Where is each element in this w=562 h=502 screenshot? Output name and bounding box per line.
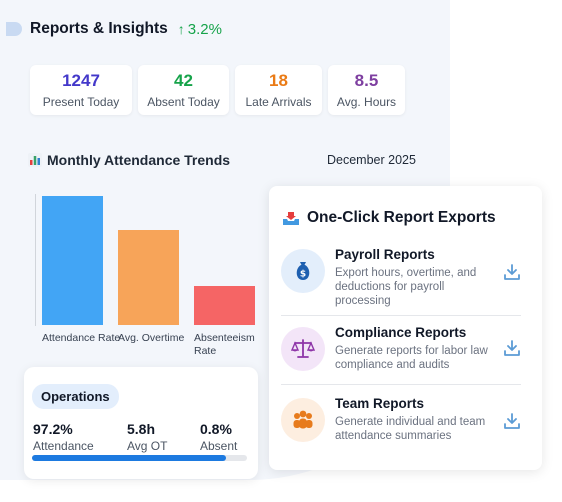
ops-label: Avg OT <box>127 439 168 453</box>
stat-label: Avg. Hours <box>336 95 397 109</box>
stat-card-late[interactable]: 18 Late Arrivals <box>235 65 322 115</box>
page-header: Reports & Insights ↑ 3.2% <box>6 20 222 38</box>
svg-text:$: $ <box>300 270 306 280</box>
exports-heading: One-Click Report Exports <box>283 209 496 227</box>
ops-metric-absent: 0.8% Absent <box>200 421 237 453</box>
trend-up-arrow-icon: ↑ <box>177 21 185 37</box>
inbox-tray-icon <box>283 212 299 225</box>
operations-progress-track <box>32 455 247 461</box>
chart-bar <box>118 229 179 325</box>
stat-label: Present Today <box>42 95 120 109</box>
stat-card-avg-hours[interactable]: 8.5 Avg. Hours <box>328 65 405 115</box>
ops-value: 5.8h <box>127 421 156 437</box>
stat-value: 18 <box>269 71 288 90</box>
trends-title: Monthly Attendance Trends <box>47 152 231 168</box>
chart-category-label: Attendance Rate <box>42 332 121 344</box>
stat-label: Absent Today <box>147 95 220 109</box>
divider <box>281 315 521 316</box>
ops-metric-attendance: 97.2% Attendance <box>33 421 94 453</box>
ops-label: Absent <box>200 439 238 453</box>
stat-value: 1247 <box>62 71 100 90</box>
report-exports-card: One-Click Report Exports $ Payroll Repor… <box>269 186 542 470</box>
stat-value: 42 <box>174 71 193 90</box>
download-icon[interactable] <box>501 261 523 283</box>
money-bag-icon: $ <box>281 249 325 293</box>
trends-heading: Monthly Attendance Trends <box>28 152 230 168</box>
divider <box>281 384 521 385</box>
chart-category-label: Avg. Overtime <box>118 332 185 344</box>
stat-card-absent[interactable]: 42 Absent Today <box>138 65 229 115</box>
ops-value: 0.8% <box>200 421 232 437</box>
stat-label: Late Arrivals <box>245 95 312 109</box>
trend-indicator: ↑ 3.2% <box>178 21 222 38</box>
ops-metric-avg-ot: 5.8h Avg OT <box>127 421 167 453</box>
download-icon[interactable] <box>501 410 523 432</box>
operations-metrics: 97.2% Attendance 5.8h Avg OT 0.8% Absent <box>33 421 253 453</box>
stats-row: 1247 Present Today 42 Absent Today 18 La… <box>30 65 405 115</box>
stat-card-present[interactable]: 1247 Present Today <box>30 65 132 115</box>
operations-badge: Operations <box>32 384 119 409</box>
chart-category-label: Absenteeism Rate <box>194 332 255 357</box>
scales-icon <box>281 327 325 371</box>
report-name: Team Reports <box>335 396 425 411</box>
team-icon <box>281 398 325 442</box>
header-accent-pill <box>6 22 22 36</box>
chart-y-axis <box>35 194 36 326</box>
bar-chart-icon <box>28 153 42 167</box>
month-selector[interactable]: December 2025 <box>327 153 416 167</box>
report-name: Payroll Reports <box>335 247 435 262</box>
download-icon[interactable] <box>501 337 523 359</box>
trend-value: 3.2% <box>187 20 222 38</box>
stat-value: 8.5 <box>354 71 379 90</box>
chart-bar <box>42 196 103 325</box>
page-title: Reports & Insights <box>30 20 168 37</box>
attendance-bar-chart: Attendance Rate Avg. Overtime Absenteeism … <box>30 190 270 360</box>
ops-label: Attendance <box>33 439 94 453</box>
exports-title: One-Click Report Exports <box>307 209 496 226</box>
operations-progress-fill <box>32 455 226 461</box>
report-description: Generate reports for labor law complianc… <box>335 345 488 371</box>
ops-value: 97.2% <box>33 421 73 437</box>
operations-card: Operations 97.2% Attendance 5.8h Avg OT … <box>24 367 258 479</box>
chart-bar <box>194 286 255 325</box>
report-description: Generate individual and team attendance … <box>335 416 486 442</box>
report-description: Export hours, overtime, and deductions f… <box>335 267 477 307</box>
report-name: Compliance Reports <box>335 325 467 340</box>
